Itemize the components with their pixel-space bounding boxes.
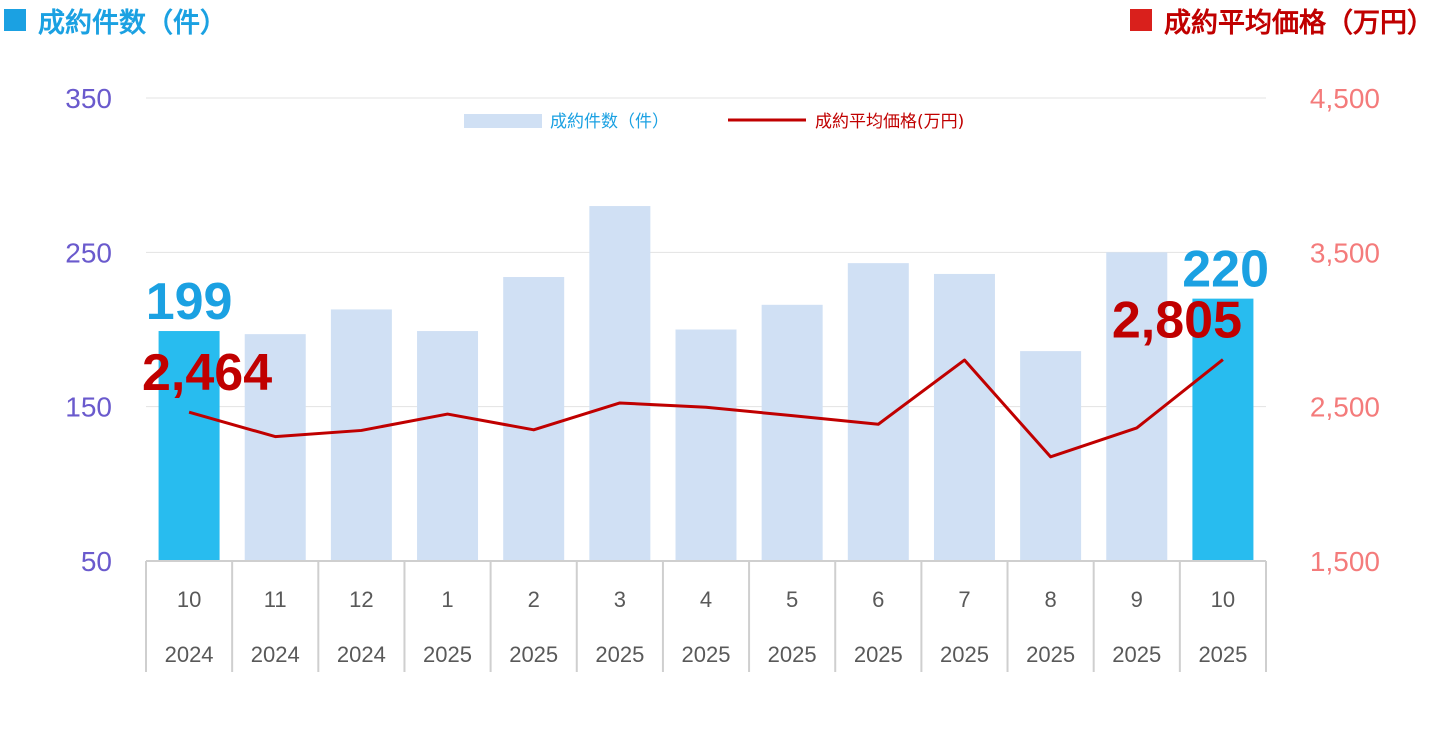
bar: [417, 331, 479, 561]
bar: [1192, 298, 1254, 561]
year-tick-label: 2025: [854, 642, 903, 667]
left-tick-label: 250: [65, 237, 112, 268]
year-tick-label: 2025: [1026, 642, 1075, 667]
line-data-label: 2,805: [1112, 292, 1242, 350]
month-tick-label: 4: [700, 587, 712, 612]
bar: [847, 263, 909, 561]
left-title-square-icon: [4, 9, 26, 31]
right-axis-title-text: 成約平均価格（万円）: [1164, 7, 1434, 39]
year-tick-label: 2025: [940, 642, 989, 667]
legend-bar-label: 成約件数（件）: [550, 112, 669, 132]
bar: [1106, 252, 1168, 562]
bar: [589, 206, 651, 562]
year-tick-label: 2024: [337, 642, 386, 667]
year-tick-label: 2025: [768, 642, 817, 667]
month-tick-label: 3: [614, 587, 626, 612]
year-tick-label: 2025: [509, 642, 558, 667]
left-tick-label: 150: [65, 392, 112, 423]
year-tick-label: 2025: [423, 642, 472, 667]
bar-data-label: 220: [1182, 241, 1269, 299]
year-tick-label: 2024: [251, 642, 300, 667]
bar: [675, 329, 737, 561]
bar: [761, 304, 823, 561]
month-tick-label: 11: [264, 587, 287, 612]
year-tick-label: 2025: [1112, 642, 1161, 667]
month-tick-label: 5: [786, 587, 798, 612]
left-axis-title-text: 成約件数（件）: [38, 7, 227, 39]
year-tick-label: 2025: [1198, 642, 1247, 667]
bar: [330, 309, 392, 561]
month-tick-label: 10: [1211, 587, 1235, 612]
right-tick-label: 4,500: [1310, 83, 1380, 114]
month-tick-label: 2: [528, 587, 540, 612]
month-tick-label: 7: [958, 587, 970, 612]
bar: [933, 273, 995, 561]
line-data-label: 2,464: [142, 344, 272, 402]
right-tick-label: 3,500: [1310, 237, 1380, 268]
month-tick-label: 9: [1131, 587, 1143, 612]
bar: [158, 331, 220, 561]
year-tick-label: 2024: [165, 642, 214, 667]
month-tick-label: 8: [1044, 587, 1056, 612]
month-tick-label: 10: [177, 587, 201, 612]
price-line: [188, 358, 1224, 459]
right-tick-label: 1,500: [1310, 546, 1380, 577]
month-tick-label: 12: [349, 587, 373, 612]
left-tick-label: 350: [65, 83, 112, 114]
left-axis-title: 成約件数（件）: [4, 0, 227, 40]
year-tick-label: 2025: [682, 642, 731, 667]
bar-data-label: 199: [146, 273, 233, 331]
month-tick-label: 6: [872, 587, 884, 612]
bar: [503, 277, 565, 561]
right-tick-label: 2,500: [1310, 392, 1380, 423]
year-tick-label: 2025: [595, 642, 644, 667]
legend-line-label: 成約平均価格(万円): [815, 112, 964, 132]
month-tick-label: 1: [441, 587, 453, 612]
right-title-square-icon: [1130, 9, 1152, 31]
right-axis-title: 成約平均価格（万円）: [1130, 0, 1434, 40]
bar: [244, 334, 306, 561]
left-tick-label: 50: [81, 546, 112, 577]
legend-bar-swatch: [464, 114, 542, 128]
